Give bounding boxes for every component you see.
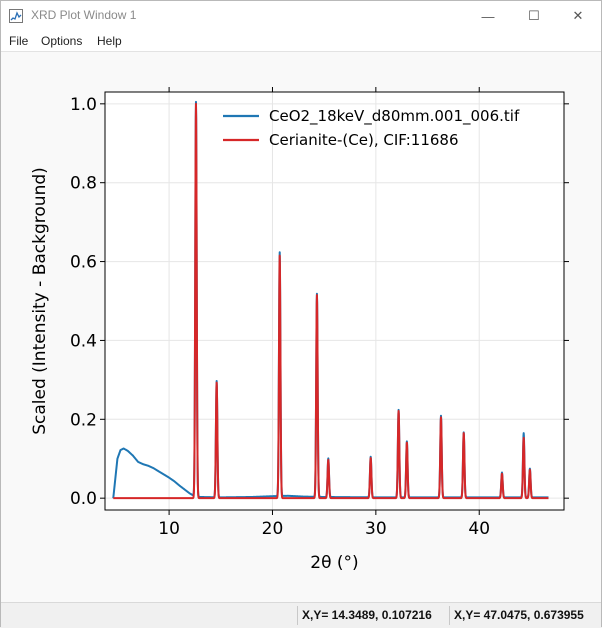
y-tick-label: 0.2 — [70, 410, 97, 430]
close-button[interactable]: ✕ — [572, 8, 584, 23]
axes-frame — [104, 91, 565, 511]
y-tick-label: 0.6 — [70, 253, 97, 273]
plot-canvas[interactable]: 10 20 30 40 0.0 0.2 0.4 0.6 0.8 1.0 2θ (°) Scaled… — [1, 52, 601, 601]
legend: CeO2_18keV_d80mm.001_006.tif Cerianite-(… — [223, 107, 520, 149]
ticks: 10 20 30 40 0.0 0.2 0.4 0.6 0.8 1.0 — [70, 87, 569, 539]
legend-label-reference: Cerianite-(Ce), CIF:11686 — [269, 131, 459, 149]
window-title: XRD Plot Window 1 — [31, 8, 137, 22]
minimize-button[interactable]: — — [481, 8, 495, 24]
menu-file[interactable]: File — [9, 34, 29, 48]
app-icon — [9, 9, 23, 23]
maximize-button[interactable]: ☐ — [528, 8, 540, 23]
xrd-chart[interactable]: 10 20 30 40 0.0 0.2 0.4 0.6 0.8 1.0 2θ (°) Scaled… — [1, 52, 601, 601]
title-bar[interactable]: XRD Plot Window 1 — ☐ ✕ — [1, 1, 601, 31]
x-tick-label: 20 — [262, 519, 284, 539]
cursor-coordinates-1: X,Y= 14.3489, 0.107216 — [297, 606, 450, 625]
y-tick-label: 0.0 — [70, 489, 97, 509]
y-tick-label: 0.4 — [70, 331, 97, 351]
cursor-coordinates-2: X,Y= 47.0475, 0.673955 — [449, 606, 602, 625]
series-reference-line — [112, 102, 550, 500]
y-tick-label: 0.8 — [70, 174, 97, 194]
series-layer — [112, 100, 550, 500]
grid-lines — [105, 92, 564, 510]
legend-label-measured: CeO2_18keV_d80mm.001_006.tif — [269, 107, 520, 126]
menu-options[interactable]: Options — [41, 34, 83, 48]
x-tick-label: 10 — [158, 519, 180, 539]
menu-bar: File Options Help — [1, 31, 601, 52]
axes-background — [105, 92, 564, 510]
y-axis-label: Scaled (Intensity - Background) — [30, 167, 50, 435]
x-axis-label: 2θ (°) — [310, 553, 358, 573]
status-bar: X,Y= 14.3489, 0.107216 X,Y= 47.0475, 0.6… — [1, 602, 601, 628]
x-tick-label: 30 — [365, 519, 387, 539]
x-tick-label: 40 — [468, 519, 490, 539]
y-tick-label: 1.0 — [70, 95, 97, 115]
menu-help[interactable]: Help — [97, 34, 122, 48]
